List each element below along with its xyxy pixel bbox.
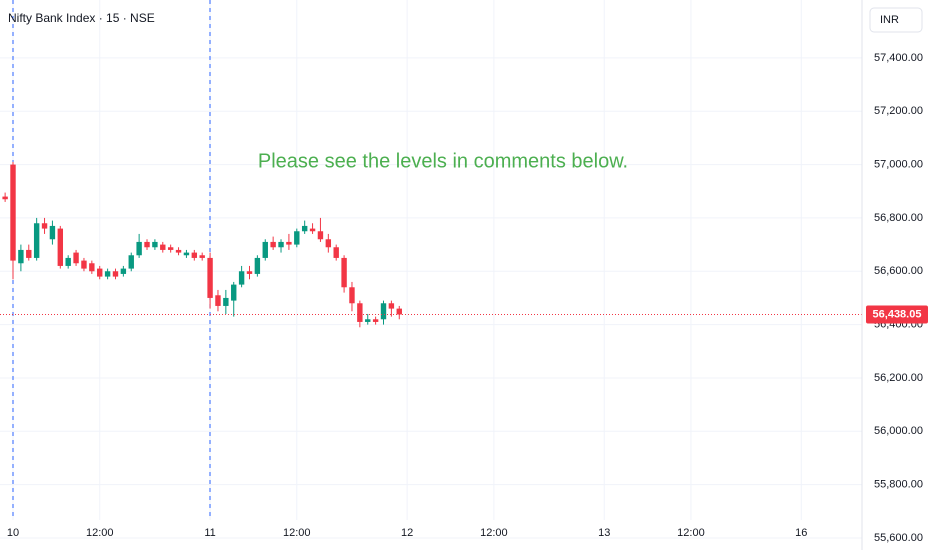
currency-button[interactable] <box>869 7 923 33</box>
candle-body <box>136 241 142 256</box>
y-tick-label: 57,400.00 <box>874 52 923 64</box>
candle-body <box>246 271 253 274</box>
candle-body <box>18 249 24 264</box>
candle-body <box>97 268 103 277</box>
x-tick-label: 12:00 <box>480 527 508 539</box>
y-tick-label: 55,600.00 <box>874 532 923 544</box>
x-tick-label: 12:00 <box>677 527 705 539</box>
candle-body <box>333 247 339 258</box>
y-tick-label: 57,000.00 <box>874 158 923 170</box>
y-tick-label: 56,800.00 <box>874 212 923 224</box>
candle-body <box>73 252 79 264</box>
candle-body <box>199 255 205 258</box>
candle-body <box>278 241 284 248</box>
x-tick-label: 12:00 <box>283 527 311 539</box>
candle-body <box>372 319 379 322</box>
candle-body <box>341 257 347 288</box>
candle-body <box>262 241 268 258</box>
candle-body <box>349 287 355 304</box>
candle-body <box>10 164 16 261</box>
candle-body <box>223 297 229 306</box>
candle-body <box>26 249 32 258</box>
candle-body <box>317 231 324 240</box>
x-tick-label: 12:00 <box>86 527 114 539</box>
candle-body <box>365 319 371 322</box>
candle-body <box>41 223 48 229</box>
candle-body <box>65 257 71 266</box>
candle-body <box>81 260 87 269</box>
candle-body <box>357 303 363 322</box>
y-tick-label: 56,200.00 <box>874 372 923 384</box>
candle-body <box>89 263 95 272</box>
candle-body <box>231 284 237 301</box>
candle-body <box>175 249 182 253</box>
candle-body <box>309 228 316 232</box>
candle-body <box>325 239 332 248</box>
candle-body <box>2 196 8 200</box>
candle-body <box>254 257 261 274</box>
candle-body <box>286 241 292 245</box>
currency[interactable]: INR <box>880 14 899 26</box>
candle-body <box>270 241 276 248</box>
candle-body <box>112 271 119 277</box>
candle-body <box>396 308 402 315</box>
candle-body <box>160 244 166 250</box>
grid <box>0 0 862 539</box>
candle-body <box>144 241 150 248</box>
annotation: Please see the levels in comments below. <box>258 150 628 172</box>
candle-body <box>57 228 64 266</box>
candle-body <box>215 295 221 306</box>
candle-body <box>167 247 174 250</box>
last-price-label: 56,438.05 <box>873 308 922 320</box>
candle-body <box>238 271 245 285</box>
candle-body <box>207 257 213 298</box>
y-tick-label: 57,200.00 <box>874 105 923 117</box>
candle-body <box>33 223 40 258</box>
x-tick-label: 10 <box>7 527 19 539</box>
x-tick-label: 11 <box>204 527 215 539</box>
candle-body <box>152 241 158 248</box>
last-price-tag <box>866 305 928 324</box>
candle-body <box>301 225 308 232</box>
x-tick-label: 13 <box>598 527 610 539</box>
y-tick-label: 55,800.00 <box>874 479 923 491</box>
candle-body <box>104 271 111 277</box>
x-tick-label: 16 <box>795 527 807 539</box>
candle-body <box>128 255 134 269</box>
axes: 55,600.00 55,800.00 56,000.00 56,200.00 56,4… <box>7 52 928 544</box>
y-tick-label: 56,600.00 <box>874 265 923 277</box>
candles <box>0 161 862 328</box>
y-tick-label: 56,000.00 <box>874 425 923 437</box>
candle-body <box>120 268 127 274</box>
candle-body <box>294 231 300 245</box>
chart-title: Nifty Bank Index · 15 · NSE <box>8 11 155 25</box>
x-tick-label: 12 <box>401 527 413 539</box>
candle-body <box>183 252 190 256</box>
candle-body <box>191 252 198 258</box>
candle-body <box>388 303 395 309</box>
candle-body <box>49 225 56 240</box>
candle-body <box>380 303 387 320</box>
